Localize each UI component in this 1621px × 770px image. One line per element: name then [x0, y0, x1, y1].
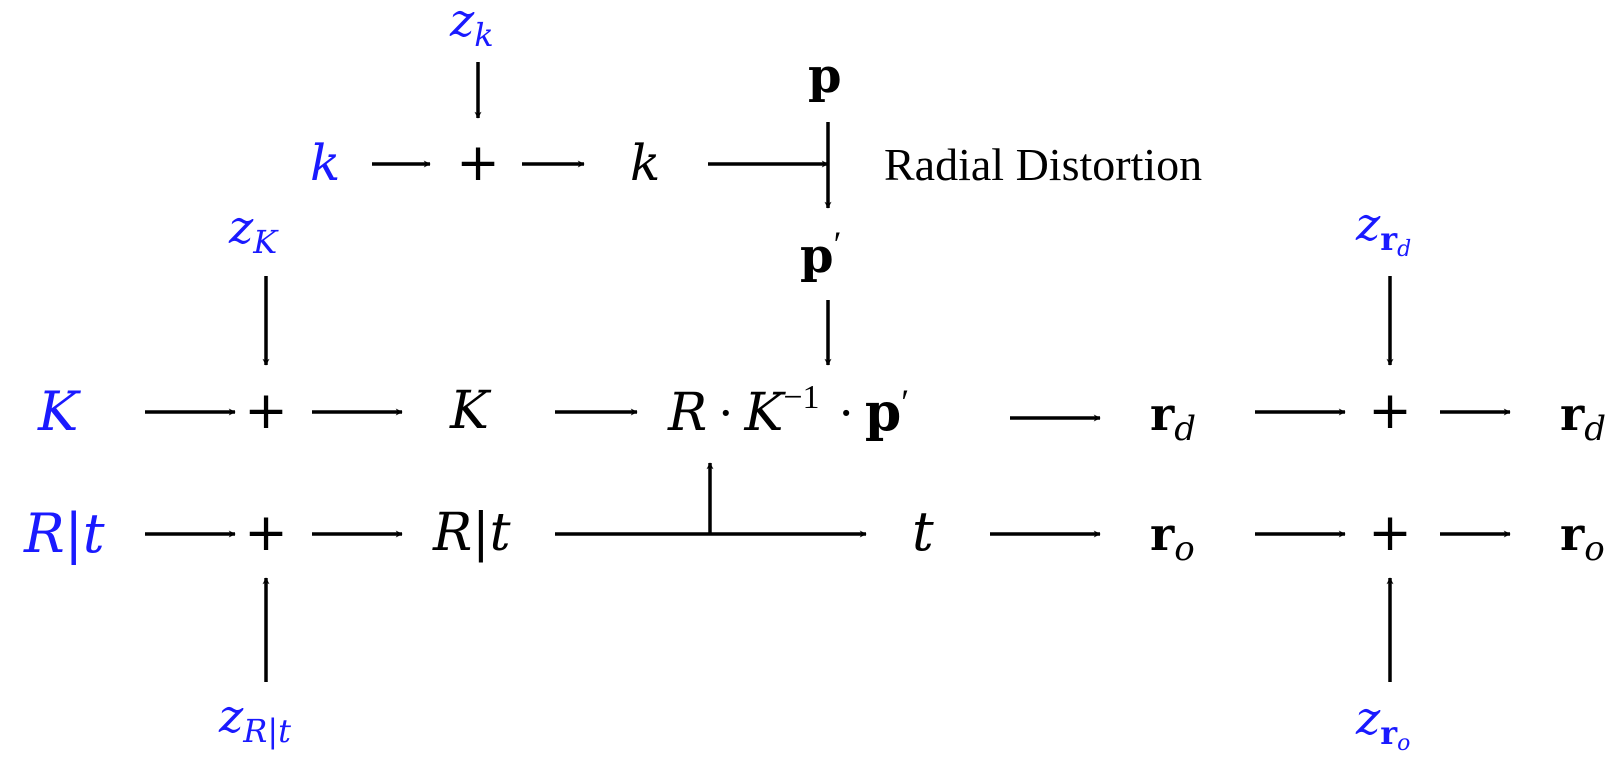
- node-r-d: rd: [1150, 387, 1196, 449]
- radial-distortion-label: Radial Distortion: [884, 139, 1202, 190]
- node-k: k: [630, 134, 660, 192]
- plus-k: +: [456, 133, 500, 193]
- noise-z-Rt: zR|t: [218, 689, 291, 750]
- node-t: t: [912, 500, 934, 563]
- plus-Rt: +: [244, 503, 288, 563]
- input-Rt: R|t: [23, 502, 105, 565]
- noise-z-K: zK: [228, 200, 279, 261]
- noise-z-ro: zro: [1355, 691, 1410, 756]
- input-K: K: [37, 380, 81, 443]
- input-k: k: [310, 134, 340, 192]
- output-r-d: rd: [1560, 387, 1606, 449]
- node-Rt: R|t: [432, 503, 511, 563]
- plus-ro: +: [1368, 503, 1412, 563]
- noise-z-k: zk: [449, 0, 494, 54]
- node-r-o: ro: [1150, 507, 1195, 569]
- plus-rd: +: [1368, 381, 1412, 441]
- output-r-o: ro: [1560, 507, 1605, 569]
- noise-z-rd: zrd: [1355, 197, 1411, 262]
- node-projection: R · K−1 · p′: [667, 379, 909, 443]
- node-p: p: [808, 48, 842, 104]
- node-K: K: [449, 381, 492, 441]
- node-p-prime: p′: [800, 224, 841, 284]
- plus-K: +: [244, 381, 288, 441]
- arrows: [145, 62, 1511, 682]
